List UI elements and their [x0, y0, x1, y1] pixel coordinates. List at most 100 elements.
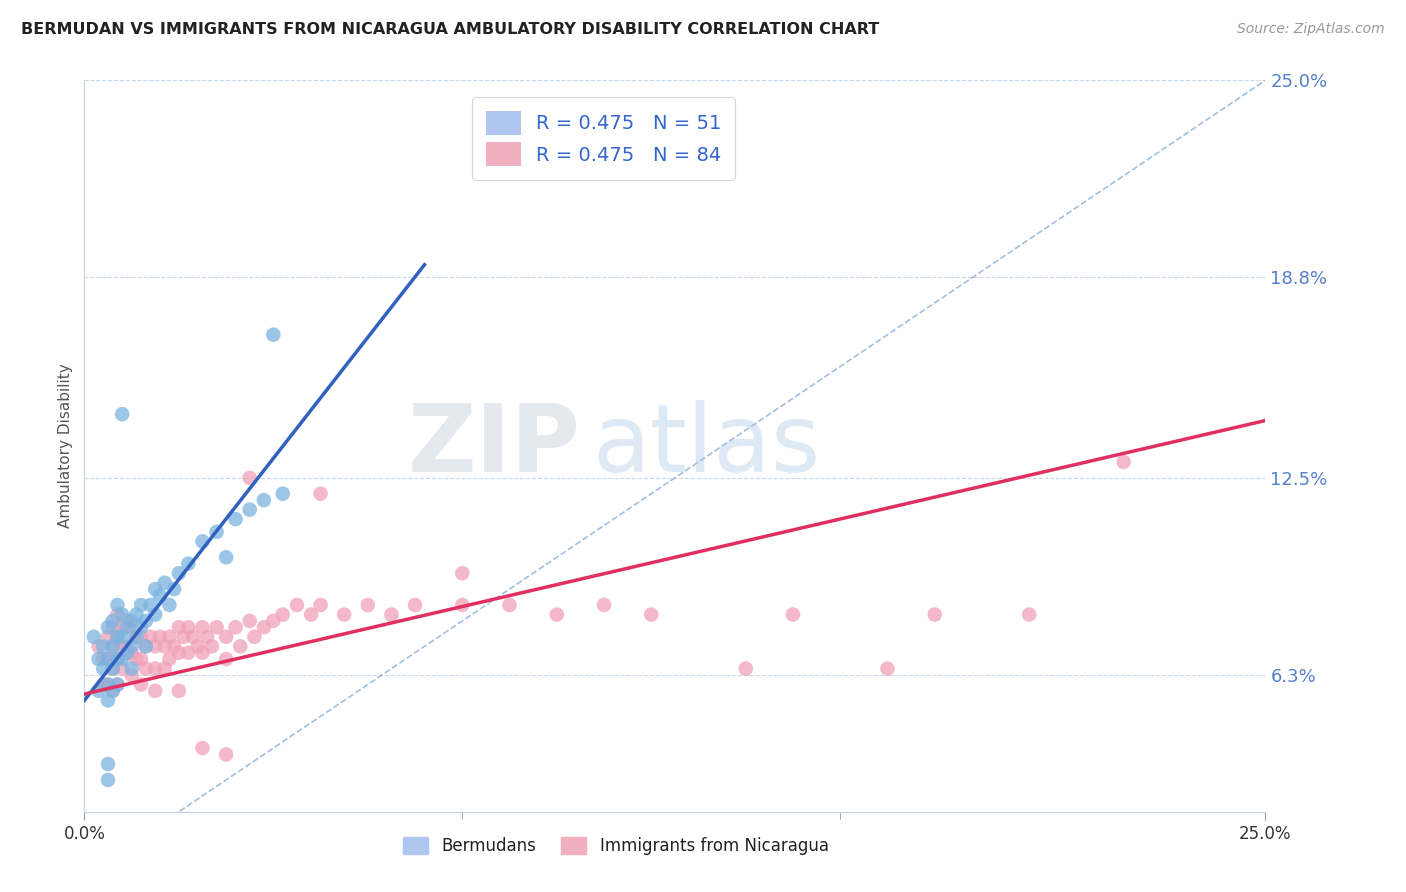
Point	[357, 598, 380, 612]
Point	[309, 598, 332, 612]
Point	[177, 620, 200, 634]
Point	[101, 662, 124, 676]
Point	[157, 652, 180, 666]
Point	[239, 471, 262, 485]
Point	[97, 677, 120, 691]
Point	[91, 677, 114, 691]
Point	[167, 566, 190, 581]
Point	[101, 640, 124, 654]
Point	[129, 630, 152, 644]
Point	[173, 630, 195, 644]
Point	[129, 598, 152, 612]
Point	[101, 614, 124, 628]
Point	[111, 662, 134, 676]
Point	[187, 640, 209, 654]
Point	[107, 607, 129, 622]
Point	[262, 327, 284, 342]
Point	[157, 630, 180, 644]
Point	[139, 630, 162, 644]
Point	[115, 620, 138, 634]
Point	[111, 407, 134, 421]
Point	[253, 620, 276, 634]
Text: BERMUDAN VS IMMIGRANTS FROM NICARAGUA AMBULATORY DISABILITY CORRELATION CHART: BERMUDAN VS IMMIGRANTS FROM NICARAGUA AM…	[21, 22, 879, 37]
Point	[87, 652, 110, 666]
Point	[121, 668, 143, 682]
Point	[97, 630, 120, 644]
Point	[107, 630, 129, 644]
Point	[87, 640, 110, 654]
Point	[253, 493, 276, 508]
Point	[107, 677, 129, 691]
Point	[121, 640, 143, 654]
Point	[195, 630, 218, 644]
Point	[153, 575, 176, 590]
Point	[121, 614, 143, 628]
Point	[205, 524, 228, 539]
Point	[125, 630, 148, 644]
Point	[271, 486, 294, 500]
Point	[139, 598, 162, 612]
Point	[115, 640, 138, 654]
Point	[111, 630, 134, 644]
Point	[135, 662, 157, 676]
Point	[225, 620, 247, 634]
Point	[101, 684, 124, 698]
Point	[177, 557, 200, 571]
Legend: Bermudans, Immigrants from Nicaragua: Bermudans, Immigrants from Nicaragua	[396, 830, 835, 862]
Point	[1018, 607, 1040, 622]
Point	[121, 662, 143, 676]
Point	[101, 620, 124, 634]
Point	[97, 652, 120, 666]
Point	[143, 607, 166, 622]
Point	[135, 640, 157, 654]
Point	[1112, 455, 1135, 469]
Point	[299, 607, 322, 622]
Point	[640, 607, 662, 622]
Point	[271, 607, 294, 622]
Point	[97, 677, 120, 691]
Point	[111, 640, 134, 654]
Point	[101, 684, 124, 698]
Point	[143, 640, 166, 654]
Point	[97, 757, 120, 772]
Point	[498, 598, 520, 612]
Point	[181, 630, 204, 644]
Point	[149, 630, 172, 644]
Point	[111, 607, 134, 622]
Point	[107, 652, 129, 666]
Point	[91, 662, 114, 676]
Point	[143, 662, 166, 676]
Text: atlas: atlas	[592, 400, 821, 492]
Point	[107, 630, 129, 644]
Point	[333, 607, 356, 622]
Point	[97, 620, 120, 634]
Point	[201, 640, 224, 654]
Point	[149, 589, 172, 603]
Point	[125, 652, 148, 666]
Point	[129, 677, 152, 691]
Point	[191, 620, 214, 634]
Point	[121, 620, 143, 634]
Text: Source: ZipAtlas.com: Source: ZipAtlas.com	[1237, 22, 1385, 37]
Point	[262, 614, 284, 628]
Point	[163, 582, 186, 596]
Point	[734, 662, 756, 676]
Point	[91, 640, 114, 654]
Point	[101, 640, 124, 654]
Text: ZIP: ZIP	[408, 400, 581, 492]
Point	[101, 662, 124, 676]
Point	[215, 747, 238, 762]
Point	[239, 614, 262, 628]
Point	[125, 607, 148, 622]
Point	[153, 662, 176, 676]
Point	[107, 652, 129, 666]
Point	[83, 630, 105, 644]
Point	[129, 652, 152, 666]
Point	[87, 684, 110, 698]
Point	[121, 646, 143, 660]
Point	[215, 550, 238, 565]
Point	[285, 598, 308, 612]
Point	[177, 646, 200, 660]
Point	[191, 741, 214, 756]
Point	[243, 630, 266, 644]
